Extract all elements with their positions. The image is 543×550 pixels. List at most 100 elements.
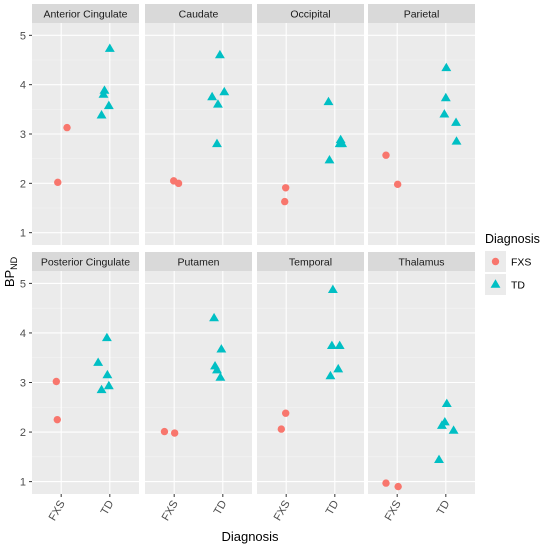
point-fxs (281, 197, 289, 206)
point-fxs (52, 377, 61, 386)
point-fxs (382, 151, 390, 159)
point-td (215, 372, 226, 381)
point-td (103, 100, 114, 110)
point-td (212, 138, 222, 148)
facet-posterior-cingulate: Posterior Cingulate (32, 252, 139, 494)
facet-occipital: Occipital (257, 4, 364, 245)
facet-strip (32, 252, 139, 271)
legend-label: TD (511, 280, 525, 292)
facet-caudate: Caudate (145, 4, 252, 245)
legend-key-triangle (490, 279, 501, 288)
facet-strip (145, 252, 252, 271)
facet-strip (368, 252, 475, 271)
point-fxs (281, 409, 290, 417)
point-td (434, 454, 444, 464)
svg-text:BPND: BPND (2, 256, 19, 287)
y-axis-title-subscript: ND (9, 256, 19, 269)
facet-temporal: Temporal (257, 252, 364, 494)
legend-item-td: TD (485, 274, 525, 295)
facet-strip (257, 4, 364, 23)
point-td (439, 109, 450, 118)
point-td (333, 363, 344, 373)
y-tick-label: 4 (20, 80, 26, 92)
facet-strip-label: Parietal (404, 9, 440, 21)
x-tick-label: FXS (160, 499, 181, 524)
y-tick-label: 4 (20, 328, 26, 340)
facet-anterior-cingulate: Anterior Cingulate (32, 4, 139, 245)
facet-thalamus: Thalamus (368, 252, 475, 494)
point-td (334, 340, 345, 350)
point-td (102, 369, 113, 379)
y-axis-title-main: BP (2, 270, 17, 287)
point-td (441, 398, 452, 408)
y-tick-label: 5 (20, 278, 26, 290)
point-td (327, 284, 338, 294)
point-td (326, 340, 337, 350)
facet-parietal: Parietal (368, 4, 475, 245)
point-td (440, 92, 451, 102)
point-td (323, 96, 334, 106)
y-tick-label: 3 (20, 378, 26, 390)
facet-strip-label: Occipital (290, 9, 330, 21)
y-tick-label: 5 (20, 30, 26, 42)
point-td (325, 370, 336, 380)
x-tick-label: FXS (47, 499, 68, 524)
y-tick-label: 2 (20, 427, 26, 439)
point-td (104, 43, 115, 52)
facet-strip (368, 4, 475, 23)
legend-title: Diagnosis (485, 232, 540, 246)
point-td (96, 384, 107, 394)
point-td (324, 154, 335, 164)
y-axis-title: BPND (2, 256, 19, 287)
x-tick-label: TD (99, 498, 117, 517)
axes: 1 2 3 4 5 1 2 3 4 5 FXS TD FXS TD FXS TD FXS TD (20, 30, 453, 523)
facet-strip-label: Thalamus (398, 257, 444, 269)
facet-putamen: Putamen (145, 252, 252, 494)
point-td (212, 364, 222, 374)
point-fxs (160, 427, 169, 436)
point-td (439, 416, 450, 426)
point-fxs (394, 482, 402, 491)
point-td (207, 91, 218, 101)
point-td (213, 99, 223, 108)
facet-strip-label: Caudate (179, 9, 219, 21)
point-td (337, 138, 348, 148)
point-fxs (174, 179, 183, 188)
point-fxs (393, 180, 402, 189)
x-tick-label: TD (435, 498, 453, 517)
point-fxs (170, 429, 179, 437)
point-td (216, 344, 227, 353)
point-td (441, 62, 452, 72)
x-tick-label: FXS (272, 499, 293, 524)
legend: Diagnosis FXS TD (485, 232, 540, 295)
point-td (451, 117, 461, 126)
x-tick-label: FXS (383, 499, 404, 524)
legend-item-fxs: FXS (485, 251, 531, 272)
point-fxs (63, 123, 71, 132)
point-td (93, 357, 104, 366)
point-td (448, 425, 459, 434)
point-td (219, 86, 230, 96)
facet-strip (32, 4, 139, 23)
x-tick-label: TD (212, 498, 230, 517)
point-fxs (54, 178, 62, 187)
legend-label: FXS (511, 257, 531, 269)
facet-strip (145, 4, 252, 23)
facet-strip (257, 252, 364, 271)
legend-key-circle (491, 257, 500, 266)
point-td (451, 136, 462, 145)
point-td (101, 332, 112, 342)
point-fxs (382, 479, 390, 487)
point-td (99, 85, 110, 94)
y-tick-label: 3 (20, 129, 26, 141)
facet-strip-label: Putamen (177, 257, 219, 269)
x-tick-label: TD (324, 498, 342, 517)
facet-strip-label: Posterior Cingulate (41, 257, 130, 269)
point-fxs (53, 415, 61, 424)
facet-strip-label: Anterior Cingulate (43, 9, 127, 21)
point-td (103, 380, 114, 390)
y-tick-label: 1 (20, 477, 26, 489)
point-td (209, 312, 220, 322)
legend-keys: FXS TD (485, 251, 531, 295)
